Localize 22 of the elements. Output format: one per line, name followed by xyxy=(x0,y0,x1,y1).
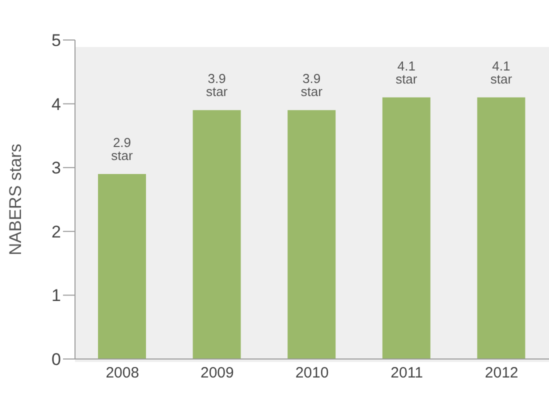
y-tick-label: 3 xyxy=(52,158,61,178)
x-tick-label: 2012 xyxy=(484,364,518,382)
data-label: 2.9 star xyxy=(111,134,134,163)
y-tick-label: 5 xyxy=(52,31,61,50)
bar xyxy=(382,97,430,359)
y-tick-label: 0 xyxy=(52,350,61,370)
bar xyxy=(192,110,241,359)
y-axis-title: NABERS stars xyxy=(6,144,26,256)
y-tick-label: 2 xyxy=(52,222,61,242)
data-label: 3.9 star xyxy=(206,71,228,100)
data-label: 4.1 star xyxy=(396,58,418,86)
y-tick-label: 4 xyxy=(52,94,61,114)
bar xyxy=(288,110,336,359)
bar xyxy=(477,97,526,359)
x-tick-label: 2011 xyxy=(390,364,423,382)
x-tick-label: 2010 xyxy=(295,364,329,382)
x-tick-label: 2008 xyxy=(106,364,140,382)
bar xyxy=(98,174,146,359)
data-label: 3.9 star xyxy=(300,71,324,100)
y-tick-label: 1 xyxy=(52,286,61,306)
data-label: 4.1 star xyxy=(490,58,513,86)
x-tick-label: 2009 xyxy=(200,364,234,382)
